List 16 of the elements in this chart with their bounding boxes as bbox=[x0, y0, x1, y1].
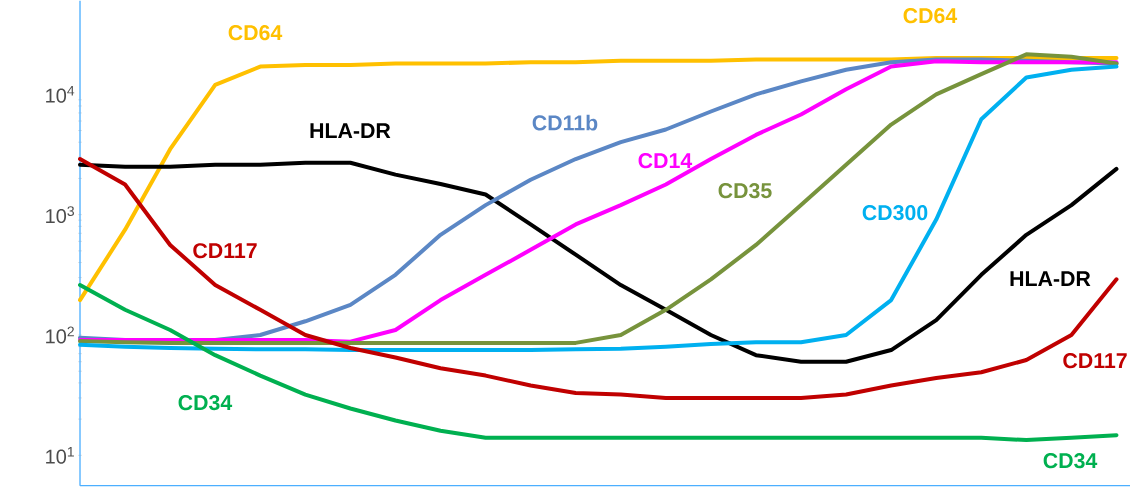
annotation: CD34 bbox=[1043, 453, 1098, 469]
series-label: CD64 bbox=[228, 25, 283, 41]
annotation: CD64 bbox=[903, 8, 958, 24]
annotation: CD117 bbox=[1063, 353, 1127, 369]
y-tick-label: 10$^{2}$ bbox=[46, 326, 74, 344]
y-tick-label: 10$^{1}$ bbox=[46, 447, 74, 464]
series-label: CD35 bbox=[718, 183, 772, 199]
series-label: CD14 bbox=[638, 153, 693, 169]
annotation: HLA-DR bbox=[1010, 271, 1091, 287]
series-label: HLA-DR bbox=[310, 123, 391, 139]
y-tick-label: 10$^{3}$ bbox=[46, 206, 75, 224]
series-label: CD117 bbox=[193, 243, 257, 259]
series-label: CD34 bbox=[178, 395, 233, 411]
y-tick-label: 10$^{4}$ bbox=[46, 86, 75, 103]
series-label: CD300 bbox=[862, 205, 928, 221]
series-label: CD11b bbox=[532, 114, 598, 131]
